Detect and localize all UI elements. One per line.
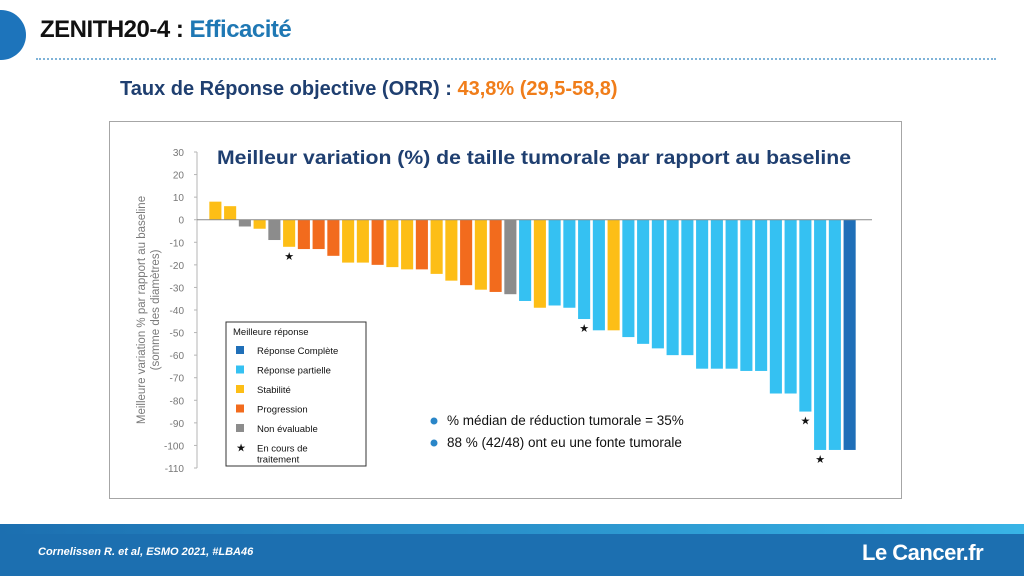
bar — [519, 219, 532, 301]
bar — [666, 219, 679, 356]
y-tick-label: 20 — [173, 171, 185, 182]
bar — [238, 219, 251, 227]
annotation-bullet — [430, 417, 438, 425]
chart-frame: 30 20 10 0 -10 -20 -30 -40 -50 -60 -70 -80 -90 -100 -1… — [109, 121, 902, 499]
bar — [740, 219, 753, 371]
bar — [489, 219, 502, 292]
bar — [637, 219, 650, 344]
bar — [725, 219, 738, 369]
bar — [209, 201, 222, 220]
legend-label: Stabilité — [257, 385, 291, 396]
bar — [710, 219, 723, 369]
bar — [430, 219, 443, 274]
bar — [681, 219, 694, 356]
y-tick-label: 10 — [173, 193, 185, 204]
bar — [592, 219, 605, 331]
y-tick-label: 0 — [178, 216, 184, 227]
chart-title: Meilleur variation (%) de taille tumoral… — [217, 148, 851, 169]
annotation-text: % médian de réduction tumorale = 35% — [447, 413, 684, 428]
y-tick-label: -90 — [170, 419, 185, 430]
bar — [386, 219, 399, 268]
y-tick-label: -70 — [170, 374, 185, 385]
orr-value: 43,8% (29,5-58,8) — [457, 78, 618, 100]
ongoing-star: ★ — [800, 416, 810, 428]
bar — [696, 219, 709, 369]
bar — [283, 219, 296, 247]
title-accent: Efficacité — [189, 16, 292, 43]
ongoing-star: ★ — [815, 454, 825, 466]
bar — [533, 219, 546, 308]
legend-title: Meilleure réponse — [233, 327, 309, 338]
bar — [769, 219, 782, 394]
legend-box — [225, 321, 367, 467]
legend-label: Réponse partielle — [257, 366, 331, 377]
bar — [371, 219, 384, 265]
bar — [460, 219, 473, 286]
bar — [843, 219, 856, 450]
bar — [445, 219, 458, 281]
bar — [312, 219, 325, 250]
bar — [651, 219, 664, 349]
bar — [563, 219, 576, 308]
bar — [224, 206, 237, 220]
bar — [799, 219, 812, 412]
footer-logo: Le Cancer.fr — [862, 540, 984, 565]
annotation-bullet — [430, 439, 438, 447]
footer-band — [0, 524, 1024, 576]
bar — [327, 219, 340, 256]
y-tick-label: -100 — [164, 441, 184, 452]
bar — [828, 219, 841, 450]
title-main: ZENITH20-4 : — [40, 16, 190, 43]
legend-star-icon: ★ — [236, 443, 246, 455]
legend-label: Progression — [257, 405, 308, 416]
accent-tab — [0, 10, 26, 60]
bar — [504, 219, 517, 295]
legend-swatch — [236, 424, 244, 432]
legend-label: Réponse Complète — [257, 346, 338, 357]
y-axis-label: Meilleure variation % par rapport au bas… — [136, 196, 148, 424]
subtitle-main: Taux de Réponse objective (ORR) : — [120, 78, 458, 100]
bar — [356, 219, 369, 263]
bar — [622, 219, 635, 338]
bar — [268, 219, 281, 241]
y-tick-label: -10 — [170, 238, 185, 249]
y-tick-label: -20 — [170, 261, 185, 272]
legend-label: En cours de — [257, 444, 308, 455]
bar — [548, 219, 561, 306]
title-divider — [36, 58, 996, 60]
waterfall-chart: 30 20 10 0 -10 -20 -30 -40 -50 -60 -70 -80 -90 -100 -1… — [136, 148, 872, 475]
y-tick-label: -50 — [170, 329, 185, 340]
bar — [755, 219, 768, 371]
y-tick-label: -60 — [170, 351, 185, 362]
bar — [401, 219, 414, 270]
y-tick-label: -40 — [170, 306, 185, 317]
y-tick-label: -80 — [170, 396, 185, 407]
legend-label-cont: traitement — [257, 455, 300, 466]
bar — [253, 219, 266, 229]
bar — [814, 219, 827, 450]
bar — [415, 219, 428, 270]
slide-title: ZENITH20-4 : Efficacité — [40, 16, 292, 44]
bar — [342, 219, 355, 263]
y-tick-label: -110 — [165, 464, 185, 475]
legend-swatch — [236, 404, 244, 413]
ongoing-star: ★ — [579, 323, 589, 335]
bar — [784, 219, 797, 394]
bar — [474, 219, 487, 290]
annotation-text: 88 % (42/48) ont eu une fonte tumorale — [447, 435, 682, 450]
bar — [578, 219, 591, 320]
legend-swatch — [236, 346, 244, 354]
legend-swatch — [236, 365, 244, 374]
y-tick-label: -30 — [170, 283, 185, 294]
y-tick-label: 30 — [173, 148, 185, 159]
y-axis-label-sub: (somme des diamètres) — [150, 249, 162, 370]
bar — [607, 219, 620, 331]
ongoing-star: ★ — [284, 251, 294, 263]
footer-citation: Cornelissen R. et al, ESMO 2021, #LBA46 — [38, 546, 254, 558]
bar — [297, 219, 310, 250]
subtitle: Taux de Réponse objective (ORR) : 43,8% … — [120, 78, 618, 101]
legend-label: Non évaluable — [257, 424, 318, 435]
legend-swatch — [236, 385, 244, 393]
